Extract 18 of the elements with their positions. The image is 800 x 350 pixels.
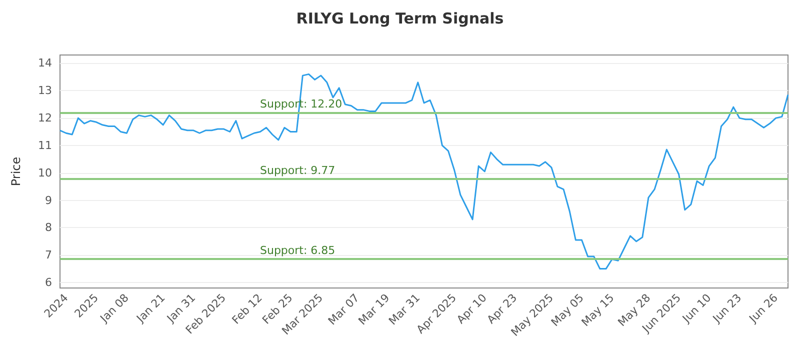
y-tick-label: 11 [38, 138, 52, 152]
y-tick-label: 7 [45, 248, 52, 262]
y-axis-title: Price [9, 156, 23, 186]
y-tick-label: 12 [38, 112, 52, 125]
y-tick-label: 6 [45, 276, 52, 290]
y-tick-label: 10 [38, 166, 52, 180]
ref-line-label: Support: 9.77 [260, 164, 336, 178]
y-tick-label: 9 [45, 194, 52, 207]
x-tick-label: Jan 21 [134, 291, 168, 326]
y-tick-label: 8 [45, 221, 52, 234]
x-tick-label: Apr 10 [454, 291, 490, 326]
y-tick-label: 13 [38, 84, 52, 98]
y-tick-label: 14 [38, 56, 52, 70]
ref-line-label: Support: 6.85 [260, 244, 336, 258]
x-tick-label: Jun 26 [746, 291, 780, 326]
chart-title: RILYG Long Term Signals [296, 10, 504, 28]
line-series [59, 73, 789, 270]
x-tick-label: Jan 08 [97, 291, 132, 326]
